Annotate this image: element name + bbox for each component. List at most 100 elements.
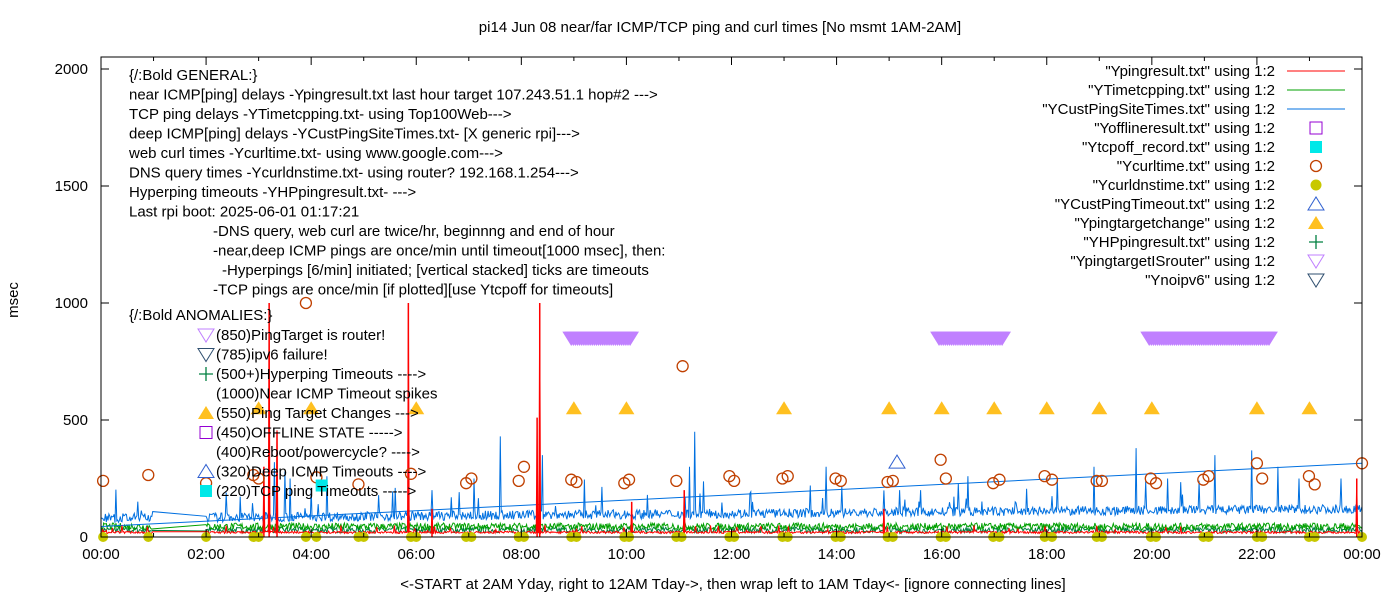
chart-title: pi14 Jun 08 near/far ICMP/TCP ping and c… <box>479 19 961 36</box>
annotation-anomaly-line: (1000)Near ICMP Timeout spikes <box>216 386 437 403</box>
ypingtargetchange-point <box>776 401 793 415</box>
ycurltime-point <box>727 474 741 487</box>
ycurltime-point <box>1250 457 1264 470</box>
x-tick-label: 02:00 <box>187 546 225 563</box>
ypingtargetisrouter-marker <box>993 331 1011 347</box>
annotation-note-line: -TCP pings are once/min [if plotted][use… <box>213 282 613 299</box>
ycurltime-point <box>886 474 899 487</box>
y-axis: 0 500 1000 1500 2000 <box>55 61 1362 546</box>
y-axis-label: msec <box>5 282 22 318</box>
annotation-anomaly-line: (550)Ping Target Changes ---> <box>216 405 419 422</box>
annotation-anomaly-line: (320)Deep ICMP Timeouts ----> <box>216 464 426 481</box>
ycurltime-point <box>622 473 636 486</box>
ypingtargetchange-point <box>933 401 950 415</box>
y-tick-label: 0 <box>80 529 88 546</box>
annotation-general-line: Last rpi boot: 2025-06-01 01:17:21 <box>129 204 359 221</box>
plot-marks <box>96 296 1369 542</box>
legend-key-triangle-up-icon <box>1307 196 1325 211</box>
ycurltime-point <box>1095 474 1109 487</box>
annotations: {/:Bold GENERAL:} near ICMP[ping] delays … <box>128 67 665 500</box>
series-ycustpingsitetimes-wrap-line <box>100 462 1363 527</box>
ycurltime-point <box>1308 478 1321 491</box>
annotation-note-line: -DNS query, web curl are twice/hr, begin… <box>213 223 615 240</box>
x-tick-label: 22:00 <box>1238 546 1276 563</box>
legend-key-circle-filled-icon <box>1310 179 1322 191</box>
annotation-anomaly-line: (500+)Hyperping Timeouts ----> <box>216 366 426 383</box>
legend-label: "Ytcpoff_record.txt" using 1:2 <box>1082 139 1275 156</box>
x-tick-label: 14:00 <box>818 546 856 563</box>
ycurltime-point <box>96 474 110 487</box>
triangle-up-icon <box>197 463 215 478</box>
annotation-anomaly-line: (850)PingTarget is router! <box>216 327 385 344</box>
legend-label: "YHPpingresult.txt" using 1:2 <box>1083 234 1275 251</box>
ycurltime-point <box>987 477 1000 490</box>
ycurltime-point <box>465 472 478 485</box>
legend-label: "Ycurltime.txt" using 1:2 <box>1117 158 1275 175</box>
square-open-icon <box>199 426 213 439</box>
legend-key-triangle-down-icon <box>1307 273 1325 288</box>
series-ycustpingsitetimes <box>100 431 1363 524</box>
annotation-general-line: {/:Bold GENERAL:} <box>129 67 257 84</box>
legend-label: "Yofflineresult.txt" using 1:2 <box>1094 120 1275 137</box>
triangle-filled-icon <box>198 406 214 419</box>
ycurltime-point <box>570 475 583 489</box>
x-tick-label: 06:00 <box>397 546 435 563</box>
annotation-note-line: -near,deep ICMP pings are once/min until… <box>213 243 665 260</box>
ypingtargetchange-point <box>303 401 320 415</box>
annotation-anomalies-title: {/:Bold ANOMALIES:} <box>129 307 272 324</box>
square-filled-icon <box>200 485 212 497</box>
legend-key-triangle-filled-icon <box>1308 216 1324 229</box>
annotation-general-line: near ICMP[ping] delays -Ypingresult.txt … <box>129 87 658 104</box>
annotation-anomaly-line: (220)TCP ping Timeouts -----> <box>216 483 416 500</box>
x-tick-label: 04:00 <box>292 546 330 563</box>
ycurltime-point <box>352 478 365 491</box>
ycurltime-point <box>1045 473 1059 486</box>
ycurltime-point <box>934 453 947 466</box>
ypingtargetisrouter-marker <box>621 331 639 347</box>
annotation-general-line: Hyperping timeouts -YHPpingresult.txt- -… <box>129 184 416 201</box>
ypingtargetchange-point <box>1248 401 1265 415</box>
ycurltime-point <box>1090 474 1103 487</box>
ypingtargetchange-point <box>1143 401 1160 415</box>
series-ytimetcpping <box>100 521 1363 532</box>
annotation-general-line: TCP ping delays -YTimetcpping.txt- using… <box>129 106 512 123</box>
ypingtargetchange-point <box>565 401 582 415</box>
ycurltime-point <box>723 470 736 483</box>
legend-label: "YCustPingSiteTimes.txt" using 1:2 <box>1042 101 1275 118</box>
legend-key-square-open-icon <box>1309 121 1323 135</box>
legend-label: "YCustPingTimeout.txt" using 1:2 <box>1055 196 1275 213</box>
x-axis: 00:00 02:00 04:00 06:00 08:00 10:00 12:00 14:00… <box>82 57 1381 563</box>
legend-label: "Ypingtargetchange" using 1:2 <box>1074 215 1275 232</box>
ycurltime-point <box>252 472 265 485</box>
legend-key-square-filled-icon <box>1310 141 1322 153</box>
ycurltime-point <box>512 474 525 487</box>
legend-label: "Ynoipv6" using 1:2 <box>1145 272 1275 289</box>
ypingtargetchange-point <box>986 401 1003 415</box>
triangle-down-icon <box>197 328 215 343</box>
annotation-anomaly-line: (785)ipv6 failure! <box>216 347 328 364</box>
ytcpoff-record-point <box>315 479 328 492</box>
ycurltime-point <box>299 296 313 310</box>
y-tick-label: 1000 <box>55 295 88 312</box>
ycurltime-point <box>517 460 531 473</box>
ycurltime-point <box>939 472 953 485</box>
legend-label: "Ypingresult.txt" using 1:2 <box>1105 63 1275 80</box>
ycurltime-point <box>993 473 1006 486</box>
legend: "Ypingresult.txt" using 1:2 "YTimetcpping… <box>1042 63 1345 289</box>
y-tick-label: 2000 <box>55 61 88 78</box>
ycurltime-point <box>1038 470 1051 483</box>
annotation-anomaly-line: (400)Reboot/powercycle? ----> <box>216 444 420 461</box>
legend-key-circle-open-icon <box>1309 159 1323 173</box>
ypingtargetchange-point <box>408 401 425 415</box>
ycurltime-point <box>781 470 794 483</box>
ycurltime-point <box>676 360 689 373</box>
ycurltime-point <box>1202 470 1215 483</box>
legend-key-plus-icon <box>1309 235 1323 249</box>
x-tick-label: 10:00 <box>608 546 646 563</box>
ypingtargetchange-point <box>618 401 635 415</box>
triangle-down-icon <box>197 348 215 363</box>
x-tick-label: 18:00 <box>1028 546 1066 563</box>
ycurltime-point <box>404 467 418 480</box>
x-tick-label: 16:00 <box>923 546 961 563</box>
